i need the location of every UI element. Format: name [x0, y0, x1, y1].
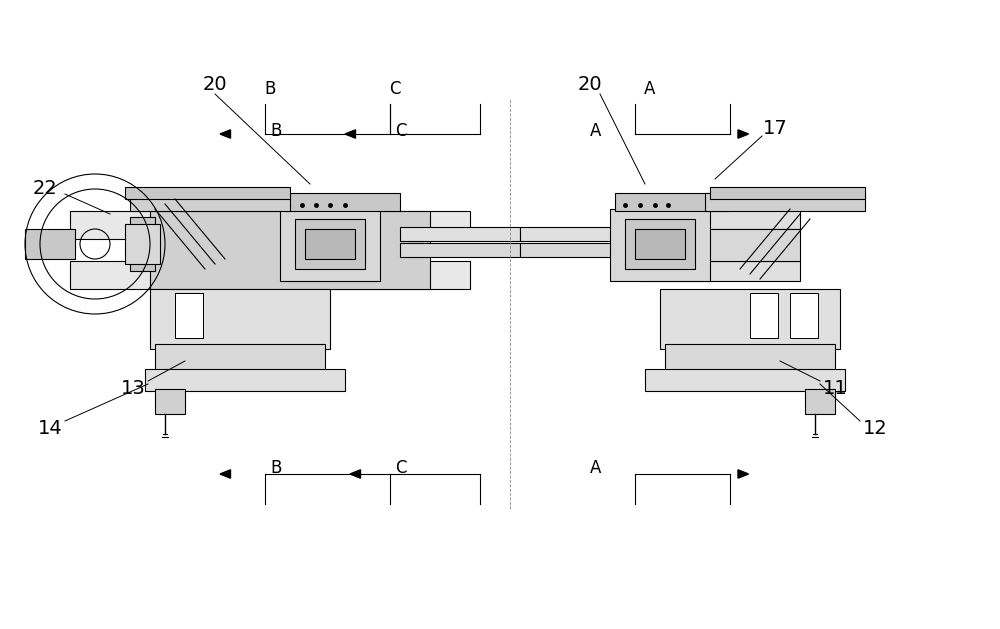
Bar: [805, 389, 835, 414]
Bar: [705, 193, 865, 211]
Text: 11: 11: [823, 379, 847, 399]
Polygon shape: [350, 470, 360, 478]
Text: 22: 22: [33, 179, 57, 199]
Bar: [615, 193, 730, 211]
Text: 17: 17: [763, 120, 787, 138]
Text: B: B: [264, 80, 276, 98]
Text: C: C: [389, 80, 401, 98]
Bar: [640, 261, 800, 281]
Bar: [125, 187, 290, 199]
Bar: [710, 187, 865, 199]
Bar: [750, 293, 778, 338]
Bar: [295, 219, 365, 269]
Bar: [280, 209, 380, 281]
Text: 20: 20: [203, 74, 227, 94]
Bar: [520, 243, 640, 257]
Bar: [175, 293, 203, 338]
Bar: [155, 344, 325, 374]
Bar: [520, 227, 640, 241]
Bar: [150, 211, 430, 289]
Text: C: C: [395, 459, 406, 477]
Text: 20: 20: [578, 74, 602, 94]
Bar: [640, 209, 800, 229]
Bar: [25, 229, 75, 259]
Text: 14: 14: [38, 420, 62, 438]
Bar: [175, 293, 203, 338]
Bar: [625, 219, 695, 269]
Text: B: B: [270, 122, 281, 140]
Polygon shape: [738, 130, 748, 138]
Polygon shape: [220, 130, 230, 138]
Polygon shape: [738, 470, 748, 478]
Polygon shape: [220, 470, 230, 478]
Bar: [285, 193, 400, 211]
Bar: [400, 243, 520, 257]
Bar: [125, 224, 160, 264]
Bar: [640, 229, 800, 261]
Bar: [150, 289, 330, 349]
Bar: [70, 261, 470, 289]
Text: B: B: [270, 459, 281, 477]
Bar: [660, 289, 840, 349]
Bar: [665, 344, 835, 374]
Bar: [130, 217, 155, 271]
Bar: [305, 229, 355, 259]
Text: A: A: [644, 80, 656, 98]
Text: A: A: [590, 122, 601, 140]
Bar: [790, 293, 818, 338]
Bar: [155, 389, 185, 414]
Bar: [635, 229, 685, 259]
Text: C: C: [395, 122, 406, 140]
Text: 13: 13: [121, 379, 145, 399]
Text: 12: 12: [863, 420, 887, 438]
Bar: [130, 193, 290, 211]
Bar: [645, 369, 845, 391]
Bar: [400, 227, 520, 241]
Bar: [610, 209, 710, 281]
Bar: [70, 211, 470, 239]
Bar: [145, 369, 345, 391]
Polygon shape: [345, 130, 356, 138]
Text: A: A: [590, 459, 601, 477]
